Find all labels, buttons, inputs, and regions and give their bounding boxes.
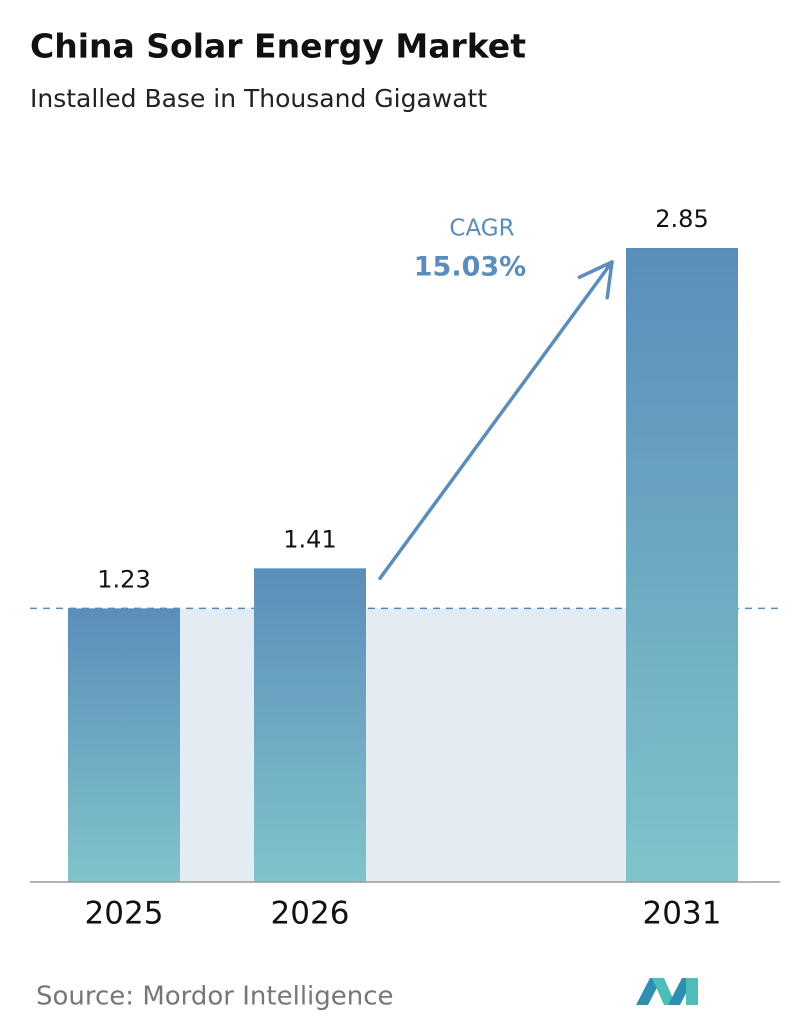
- bar: [626, 248, 738, 882]
- source: Source: Mordor Intelligence: [36, 982, 394, 1012]
- x-tick-label: 2031: [643, 896, 722, 932]
- chart-title: China Solar Energy Market: [30, 27, 526, 66]
- cagr-arrowhead: [577, 260, 614, 300]
- value-label: 1.23: [97, 565, 150, 593]
- cagr-value: 15.03%: [414, 252, 526, 283]
- chart-subtitle: Installed Base in Thousand Gigawatt: [30, 84, 487, 113]
- plot-area: 1.23 2025 1.41 2026 2.85 2031: [30, 205, 780, 932]
- bar: [68, 608, 180, 882]
- bar: [254, 568, 366, 882]
- x-tick-label: 2025: [85, 896, 164, 932]
- cagr-arrow: [378, 260, 614, 581]
- cagr-label: CAGR: [449, 216, 514, 242]
- value-label: 1.41: [283, 525, 336, 553]
- value-label: 2.85: [655, 205, 708, 233]
- logo: [636, 978, 698, 1005]
- x-tick-label: 2026: [271, 896, 350, 932]
